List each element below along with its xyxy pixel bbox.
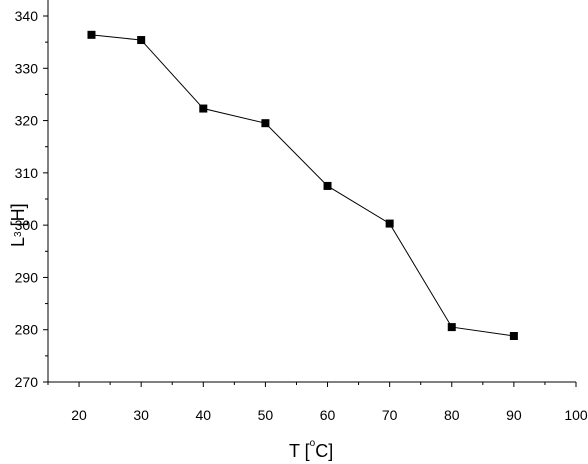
y-ticks: 270 280 290 300 310 320 330 340 (15, 8, 48, 390)
data-point (447, 323, 456, 332)
y-tick-label: 300 (15, 217, 39, 233)
series-line (91, 34, 514, 337)
y-tick-label: 290 (15, 269, 39, 285)
data-point (323, 181, 332, 190)
y-tick-label: 320 (15, 113, 39, 129)
data-point (509, 331, 518, 340)
y-tick-label: 270 (15, 374, 39, 390)
x-tick-label: 50 (258, 407, 274, 423)
x-axis-title-suffix: C] (315, 441, 333, 461)
x-axis-title: T [oC] (289, 438, 333, 461)
y-tick-label: 340 (15, 8, 39, 24)
x-tick-label: 40 (196, 407, 212, 423)
y-tick-label: 330 (15, 60, 39, 76)
y-axis: 270 280 290 300 310 320 330 340 (15, 0, 49, 390)
y-axis-title-prefix: L (8, 237, 28, 247)
y-axis-title-sub: 3 (13, 231, 24, 237)
x-tick-label: 30 (133, 407, 149, 423)
x-tick-label: 80 (444, 407, 460, 423)
y-tick-label: 280 (15, 322, 39, 338)
data-point (199, 104, 208, 113)
data-point (137, 36, 146, 45)
x-tick-label: 70 (382, 407, 398, 423)
x-tick-label: 90 (506, 407, 522, 423)
x-tick-label: 100 (564, 407, 588, 423)
y-axis-title-suffix: [H] (8, 203, 28, 231)
data-series (87, 30, 518, 340)
y-tick-label: 310 (15, 165, 39, 181)
data-point (87, 30, 96, 39)
x-axis-title-degree: o (310, 438, 316, 449)
x-axis: 20 30 40 50 60 70 80 90 100 (47, 381, 588, 423)
data-point (261, 119, 270, 128)
x-ticks: 20 30 40 50 60 70 80 90 100 (47, 382, 588, 423)
x-axis-title-prefix: T [ (289, 441, 310, 461)
x-tick-label: 60 (320, 407, 336, 423)
x-tick-label: 20 (71, 407, 87, 423)
data-point (385, 219, 394, 228)
y-axis-title: L3 [H] (8, 203, 28, 247)
